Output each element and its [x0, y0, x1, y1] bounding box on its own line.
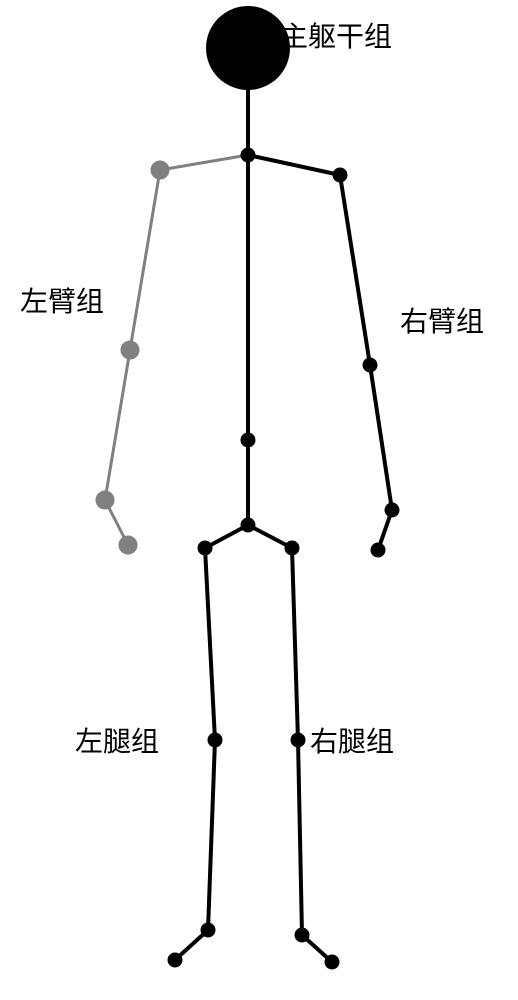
skeleton-diagram: [0, 0, 518, 1000]
label-right-leg: 右腿组: [310, 720, 394, 760]
label-main-trunk: 主躯干组: [280, 15, 392, 55]
label-left-arm: 左臂组: [20, 280, 104, 320]
label-left-leg: 左腿组: [75, 720, 159, 760]
label-right-arm: 右臂组: [400, 300, 484, 340]
